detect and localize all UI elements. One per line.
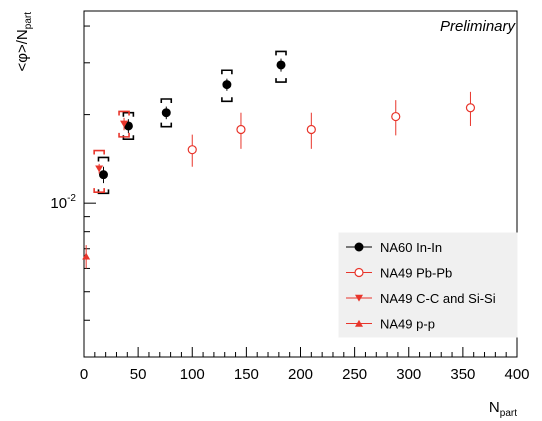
sys-error-upper bbox=[221, 69, 233, 75]
legend-item: NA49 Pb-Pb bbox=[346, 266, 452, 281]
legend-label: NA49 p-p bbox=[380, 317, 435, 332]
series-3 bbox=[93, 110, 130, 193]
y-tick-label: 10-2 bbox=[50, 193, 76, 212]
legend-marker bbox=[354, 267, 364, 278]
data-point bbox=[95, 165, 104, 173]
data-point bbox=[391, 111, 401, 122]
x-tick-label: 150 bbox=[234, 366, 259, 383]
y-tick-label-base: 10 bbox=[50, 195, 67, 212]
legend-label: NA49 Pb-Pb bbox=[380, 266, 452, 281]
data-point bbox=[82, 252, 91, 260]
sys-error-lower bbox=[221, 97, 233, 103]
sys-error-lower bbox=[118, 132, 130, 138]
data-point bbox=[98, 170, 108, 180]
legend-label: NA49 C-C and Si-Si bbox=[380, 291, 496, 306]
data-point bbox=[306, 124, 316, 135]
x-axis-label-sub: part bbox=[500, 408, 517, 419]
legend-item: NA49 C-C and Si-Si bbox=[346, 291, 496, 306]
data-point bbox=[465, 103, 476, 113]
data-markers bbox=[82, 50, 476, 269]
x-tick-label: 0 bbox=[80, 366, 88, 383]
legend-item: NA49 p-p bbox=[346, 317, 435, 332]
legend-item: NA60 In-In bbox=[346, 240, 442, 255]
data-point bbox=[161, 108, 171, 118]
x-tick-label: 350 bbox=[450, 366, 475, 383]
preliminary-label: Preliminary bbox=[440, 18, 517, 35]
sys-error-upper bbox=[275, 50, 287, 56]
x-tick-label: 50 bbox=[130, 366, 147, 383]
data-point bbox=[236, 124, 246, 135]
sys-error-lower bbox=[97, 189, 110, 195]
data-point bbox=[222, 80, 232, 90]
sys-error-upper bbox=[93, 149, 105, 155]
legend-box bbox=[338, 232, 518, 338]
series-1 bbox=[97, 50, 287, 195]
series-2 bbox=[187, 91, 476, 167]
x-tick-label: 400 bbox=[504, 366, 529, 383]
legend-marker bbox=[355, 294, 363, 302]
data-point bbox=[187, 145, 197, 155]
data-point bbox=[120, 120, 129, 128]
sys-error-lower bbox=[275, 78, 287, 83]
sys-error-lower bbox=[160, 122, 173, 128]
sys-error-lower bbox=[93, 188, 105, 193]
x-axis-label-main: N bbox=[489, 399, 500, 416]
y-axis-label: <φ>/Npart bbox=[14, 12, 34, 72]
sys-error-upper bbox=[118, 110, 130, 116]
x-tick-label: 100 bbox=[180, 366, 205, 383]
x-tick-label: 250 bbox=[342, 366, 367, 383]
y-axis-label-sub: part bbox=[23, 12, 34, 29]
x-tick-label: 300 bbox=[396, 366, 421, 383]
legend-label: NA60 In-In bbox=[380, 240, 442, 255]
y-axis-label-main: <φ>/N bbox=[14, 29, 31, 71]
data-point bbox=[276, 60, 286, 70]
x-tick-label: 200 bbox=[288, 366, 313, 383]
sys-error-upper bbox=[97, 156, 110, 162]
series-4 bbox=[82, 245, 91, 269]
legend-marker bbox=[354, 242, 364, 252]
sys-error-upper bbox=[160, 98, 173, 103]
legend-marker bbox=[355, 319, 363, 327]
x-axis: 0 50 100 150 200 250 300 350 400 bbox=[80, 347, 530, 383]
y-axis: 10-2 bbox=[50, 25, 96, 358]
y-tick-label-exp: -2 bbox=[67, 193, 76, 204]
x-axis-label: Npart bbox=[489, 399, 517, 419]
legend: NA60 In-In NA49 Pb-Pb NA49 C-C and Si-Si NA… bbox=[338, 232, 518, 338]
